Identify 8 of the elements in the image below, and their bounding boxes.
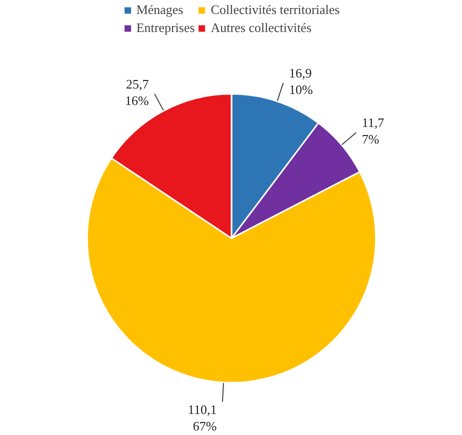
legend-label: Entreprises bbox=[136, 20, 195, 36]
legend-label: Autres collectivités bbox=[210, 20, 312, 36]
legend-label: Collectivités territoriales bbox=[210, 2, 340, 18]
legend-label: Ménages bbox=[136, 2, 184, 18]
data-label: 11,7 7% bbox=[362, 115, 385, 147]
data-label: 25,7 16% bbox=[124, 76, 150, 108]
data-label: 110,1 67% bbox=[188, 402, 217, 434]
data-label: 16,9 10% bbox=[289, 66, 314, 98]
